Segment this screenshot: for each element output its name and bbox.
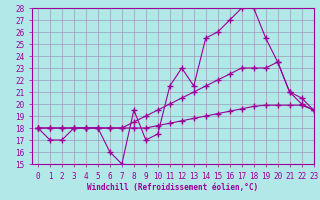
X-axis label: Windchill (Refroidissement éolien,°C): Windchill (Refroidissement éolien,°C) <box>87 183 258 192</box>
